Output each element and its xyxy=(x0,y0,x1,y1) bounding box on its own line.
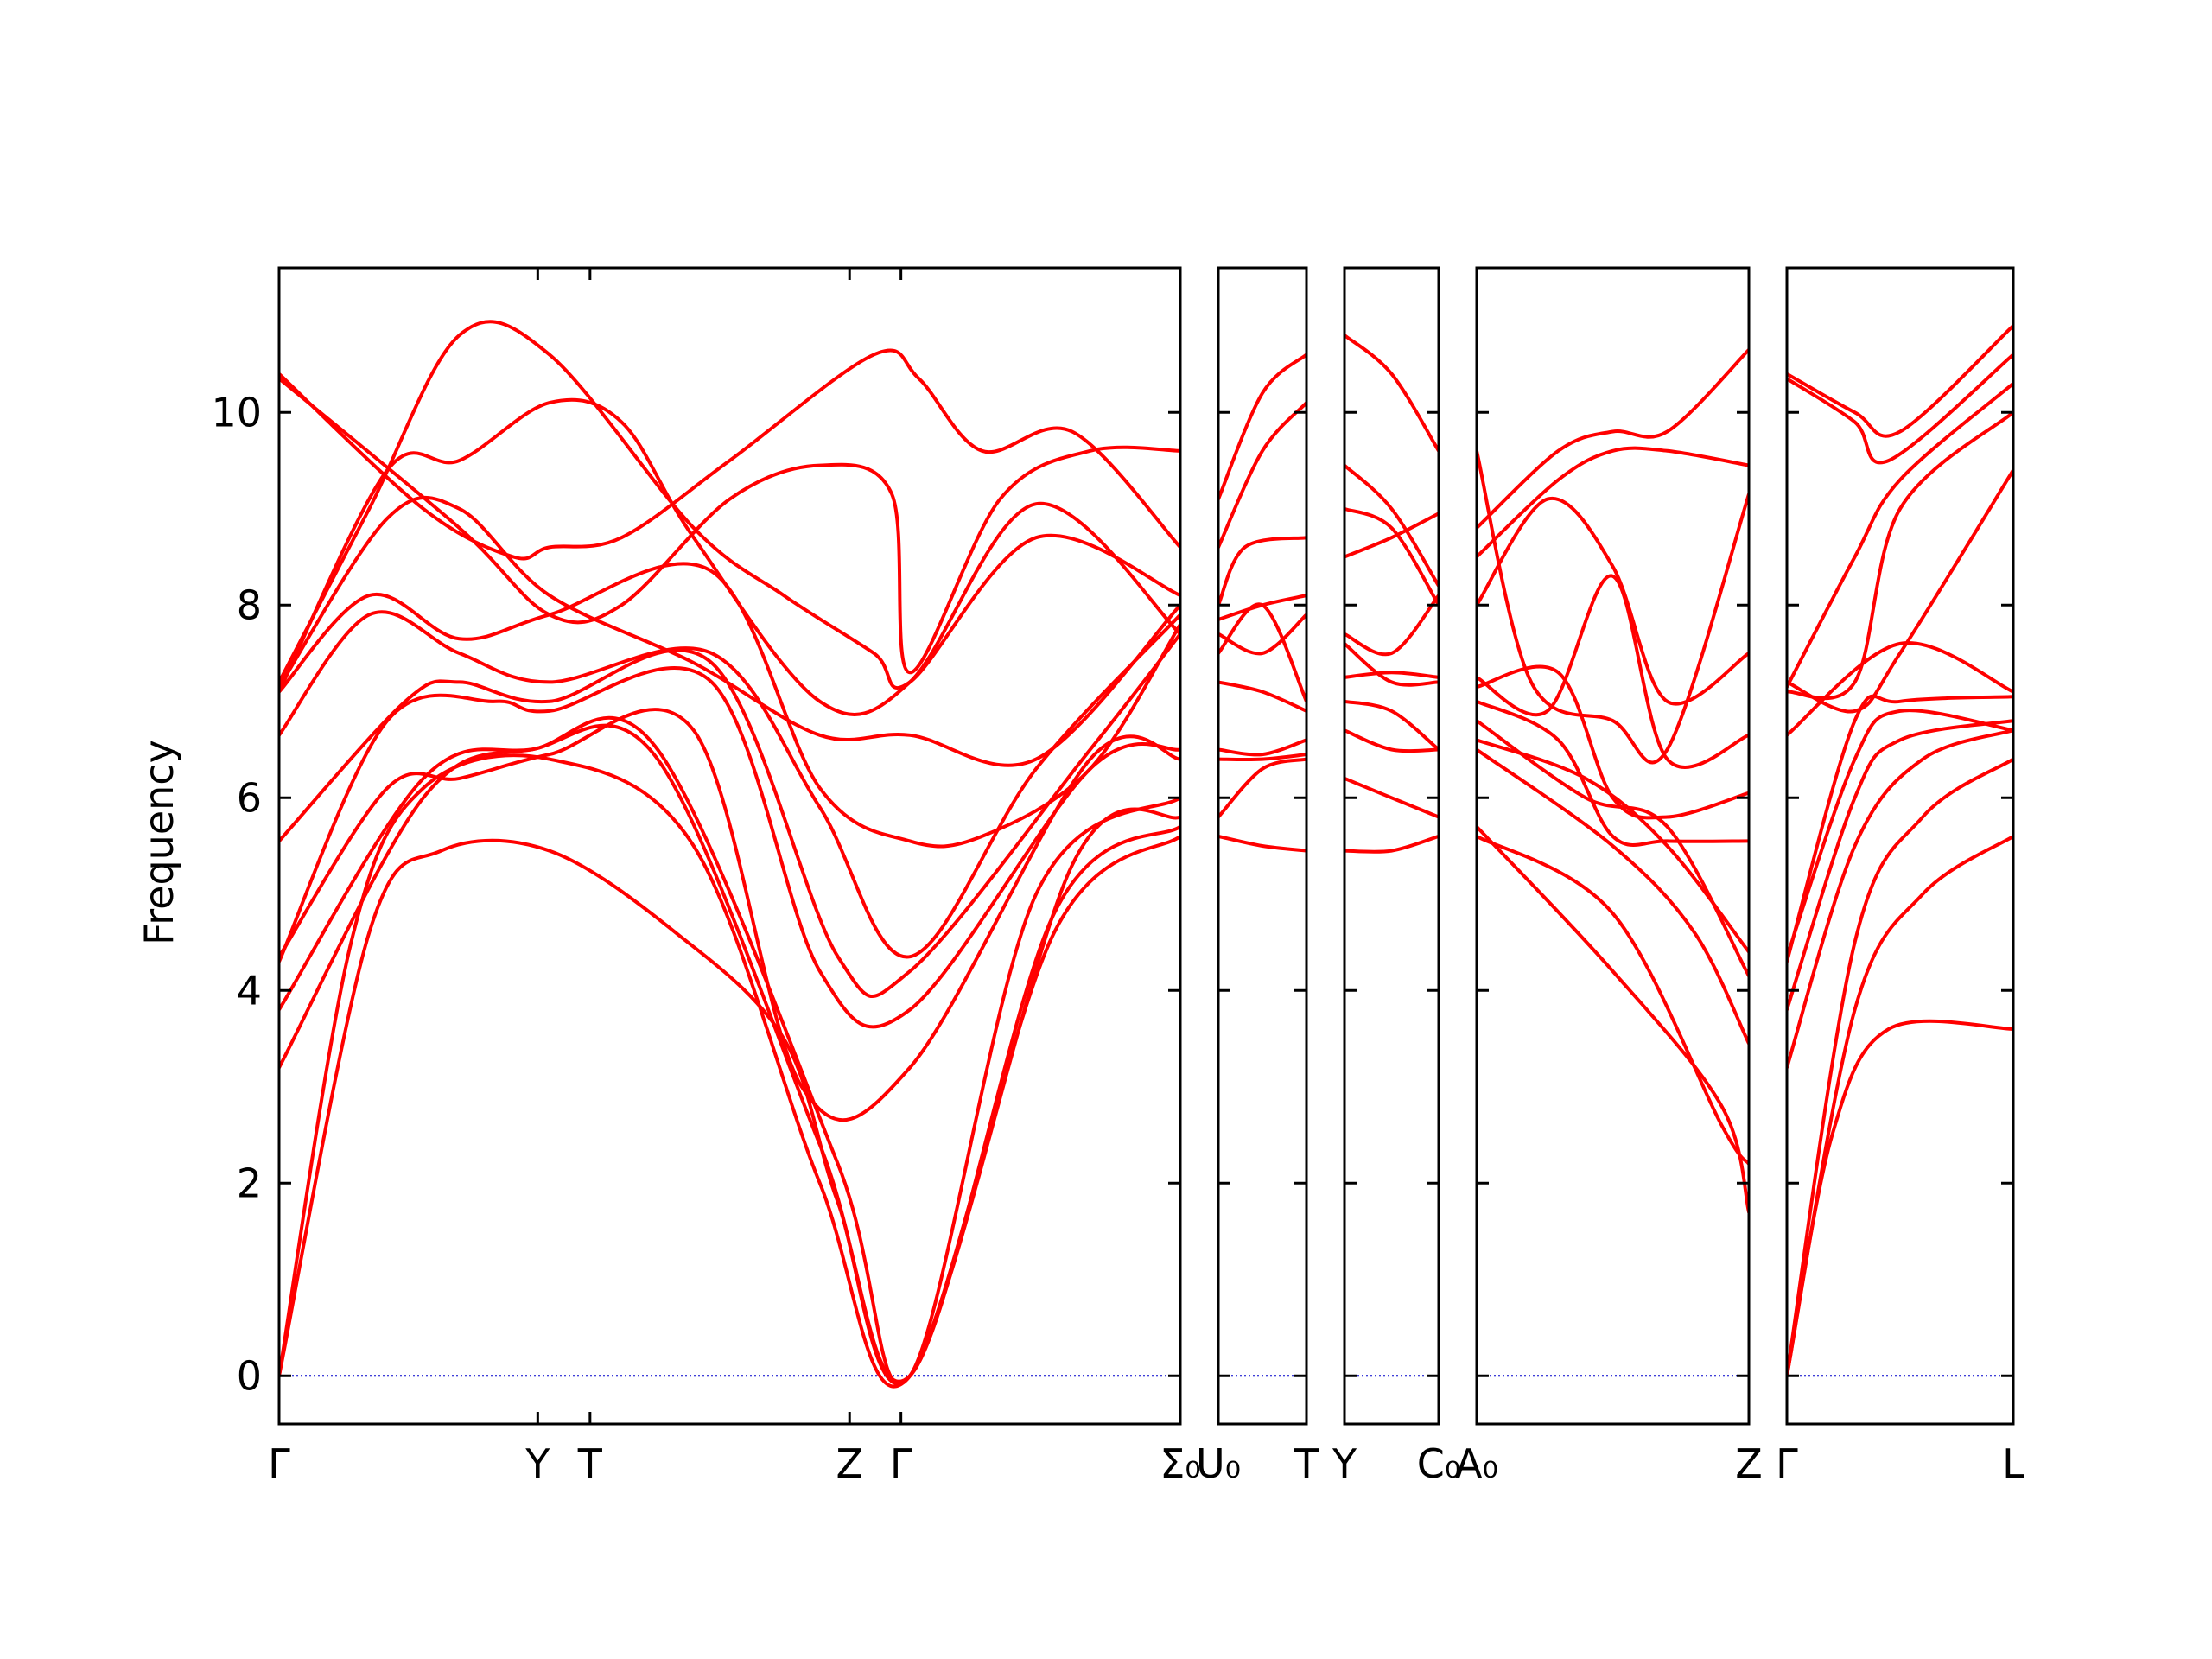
y-tick-label: 0 xyxy=(237,1352,262,1399)
panel-frame xyxy=(277,266,1182,1426)
band-line xyxy=(1218,738,1306,757)
band-line xyxy=(1218,753,1306,762)
band-line xyxy=(279,320,1180,690)
x-tick-label: Y xyxy=(1332,1440,1357,1487)
band-line xyxy=(1218,353,1306,501)
band-line xyxy=(1787,694,2013,963)
band-line xyxy=(1787,468,2013,714)
bands xyxy=(279,320,1180,1389)
x-tick-label: U₀ xyxy=(1196,1440,1241,1487)
y-axis: 0 2 4 6 8 10 xyxy=(211,389,262,1399)
band-line xyxy=(1787,757,2013,1378)
x-tick-label: T xyxy=(1294,1440,1319,1487)
band-line xyxy=(1344,512,1439,559)
x-tick-label: Γ xyxy=(1776,1440,1798,1487)
band-line xyxy=(279,715,1180,1386)
band-line xyxy=(1218,834,1306,853)
band-line xyxy=(1787,1019,2013,1378)
band-line xyxy=(1344,699,1439,752)
band-line xyxy=(1344,728,1439,753)
bands xyxy=(1477,347,1749,1214)
band-line xyxy=(279,377,1180,675)
band-line xyxy=(1787,641,2013,737)
band-line xyxy=(279,753,1180,1389)
band-line xyxy=(1787,381,2013,689)
band-line xyxy=(1477,747,1749,1046)
band-line xyxy=(1477,448,1749,765)
band-line xyxy=(1477,664,1749,820)
band-line xyxy=(1477,699,1749,847)
y-tick-label: 4 xyxy=(237,967,262,1014)
x-tick-label: A₀ xyxy=(1455,1440,1498,1487)
band-line xyxy=(1218,613,1306,656)
band-line xyxy=(1344,834,1439,854)
band-line xyxy=(1218,536,1306,607)
panel-1: Γ Y T Z Γ Σ₀ xyxy=(268,266,1201,1487)
band-line xyxy=(279,723,1180,1383)
panel-frame xyxy=(1217,266,1308,1426)
band-line xyxy=(1218,680,1306,713)
x-tick-label: Y xyxy=(524,1440,550,1487)
band-line xyxy=(279,495,1180,767)
band-line xyxy=(1344,776,1439,819)
x-tick-label: T xyxy=(577,1440,603,1487)
bands xyxy=(1218,353,1306,853)
band-line xyxy=(1344,506,1439,607)
band-line xyxy=(1787,719,2013,1012)
band-line xyxy=(1787,709,2013,959)
band-line xyxy=(279,610,1180,959)
panel-frame xyxy=(1785,266,2015,1426)
band-line xyxy=(1787,834,2013,1378)
band-line xyxy=(1344,671,1439,679)
band-line xyxy=(1477,496,1749,706)
bands xyxy=(1344,334,1439,854)
band-line xyxy=(1344,463,1439,588)
x-tick-label: Γ xyxy=(890,1440,912,1487)
band-line xyxy=(1344,594,1439,657)
panel-4: A₀ Z xyxy=(1455,266,1763,1487)
band-line xyxy=(1787,353,2013,465)
band-line xyxy=(279,665,1180,1029)
panel-3: Y C₀ xyxy=(1332,266,1461,1487)
y-tick-label: 10 xyxy=(211,389,262,435)
x-tick-label: Z xyxy=(1735,1440,1763,1487)
band-line xyxy=(1477,574,1749,769)
band-line xyxy=(1344,641,1439,687)
band-line xyxy=(1477,719,1749,978)
band-line xyxy=(1344,334,1439,453)
band-line xyxy=(279,708,1180,1122)
x-tick-label: C₀ xyxy=(1417,1440,1461,1487)
x-tick-label: Σ₀ xyxy=(1160,1440,1201,1487)
y-tick-label: 6 xyxy=(237,774,262,821)
panel-frame xyxy=(1475,266,1751,1426)
band-line xyxy=(1477,738,1749,954)
panel-2: U₀ T xyxy=(1196,266,1319,1487)
x-tick-label: L xyxy=(2002,1440,2024,1487)
panel-frame xyxy=(1343,266,1440,1426)
band-line xyxy=(1218,594,1306,621)
x-tick-label: Γ xyxy=(268,1440,290,1487)
x-tick-label: Z xyxy=(836,1440,863,1487)
band-line xyxy=(1218,401,1306,550)
band-line xyxy=(279,632,1180,998)
band-line xyxy=(279,397,1180,716)
band-line xyxy=(1218,602,1306,703)
band-line xyxy=(1787,728,2013,1070)
bands xyxy=(1787,323,2013,1378)
band-line xyxy=(1218,757,1306,819)
band-line xyxy=(1477,347,1749,530)
band-line xyxy=(279,348,1180,561)
band-line xyxy=(1477,824,1749,1214)
band-line xyxy=(1477,834,1749,1166)
y-tick-label: 2 xyxy=(237,1160,262,1206)
y-axis-label: Frequency xyxy=(136,740,182,945)
band-line xyxy=(1787,323,2013,438)
band-line xyxy=(1477,446,1749,559)
y-tick-label: 8 xyxy=(237,582,262,628)
